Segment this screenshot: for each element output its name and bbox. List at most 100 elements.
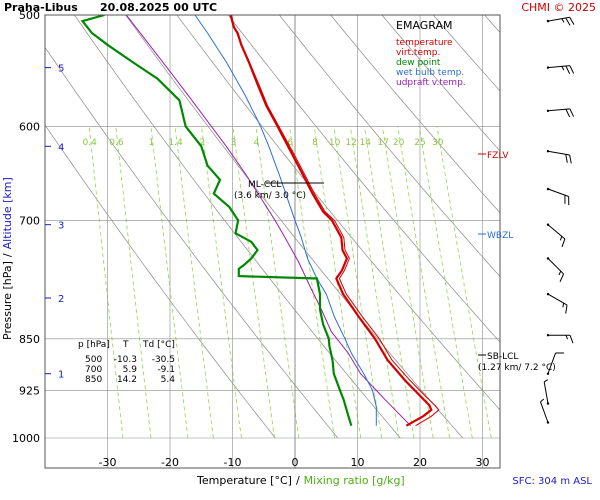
parcel-virtual-temperature-line <box>125 15 411 427</box>
wind-barb-flag <box>555 352 565 354</box>
wind-barb-flag <box>564 195 566 204</box>
mixing-ratio-line <box>174 126 214 439</box>
altitude-tick-label: 1 <box>58 370 64 381</box>
wind-barb-flag <box>559 273 565 282</box>
mixing-ratio-line <box>418 126 473 439</box>
wind-barb <box>546 108 575 118</box>
pressure-tick-label: 925 <box>19 384 40 397</box>
altitude-tick-label: 4 <box>58 142 64 153</box>
wind-barb-dot <box>546 402 550 405</box>
wind-barb <box>546 223 566 248</box>
wind-barb-dot <box>546 187 550 191</box>
table-header-td: Td [°C] <box>142 340 175 350</box>
wind-barb-flag <box>565 17 571 26</box>
altitude-tick-label: 3 <box>58 221 64 232</box>
wind-barb-flag <box>565 65 571 74</box>
wind-barb-flag <box>569 335 574 344</box>
pressure-tick-label: 500 <box>19 9 40 22</box>
mixing-ratio-label: 2 <box>199 138 205 148</box>
surface-height-note: SFC: 304 m ASL <box>512 476 592 487</box>
wind-barb <box>546 292 568 314</box>
mixing-ratio-label: 25 <box>414 138 425 148</box>
altitude-tick-label: 5 <box>58 64 64 75</box>
mixing-ratio-line <box>333 126 382 439</box>
wind-barb-staff <box>543 381 549 404</box>
mixing-ratio-line <box>313 126 362 439</box>
wind-barb-dot <box>546 109 550 113</box>
mixing-ratio-label: 30 <box>432 138 444 148</box>
dry-adiabat <box>227 15 500 343</box>
mixing-ratio-label: 3 <box>231 138 237 148</box>
pressure-tick-label: 600 <box>19 120 40 133</box>
table-cell: -10.3 <box>114 355 137 365</box>
dew-point-line <box>80 15 353 427</box>
wind-barb-dot <box>546 19 550 23</box>
x-axis-title: Temperature [°C] / Mixing ratio [g/kg] <box>196 474 405 487</box>
altitude-tick-label: 2 <box>58 294 64 305</box>
table-header-t: T <box>122 340 129 350</box>
table-header-p: p [hPa] <box>78 340 110 350</box>
wind-barb-flag <box>565 109 571 118</box>
fzlv-label: FZLV <box>487 151 509 161</box>
mixing-ratio-line <box>88 126 124 439</box>
wind-barb-half-flag <box>543 379 549 383</box>
wind-barb-staff <box>540 401 549 423</box>
legend-temperature: temperature <box>396 38 453 48</box>
mixing-ratio-label: 14 <box>359 138 371 148</box>
fzlv-annotation: FZLV <box>478 151 509 161</box>
wind-barb-dot <box>546 257 550 260</box>
mixing-ratio-line <box>349 126 400 439</box>
dry-adiabat <box>279 15 500 278</box>
mixing-ratio-label: 1.4 <box>168 138 183 148</box>
wind-barb-flag <box>569 17 575 25</box>
mixing-ratio-line <box>436 126 492 439</box>
temperature-tick-label: 30 <box>476 456 490 469</box>
temperature-tick-label: 0 <box>292 456 299 469</box>
table-cell: -9.1 <box>157 365 175 375</box>
dry-adiabat <box>74 15 401 439</box>
table-cell: 5.9 <box>123 365 138 375</box>
table-cell: 500 <box>85 355 102 365</box>
credit-label: CHMI © 2025 <box>521 1 596 14</box>
wind-barb-half-flag <box>559 236 563 241</box>
mixing-ratio-label: 12 <box>345 138 356 148</box>
wind-barb <box>540 398 550 424</box>
wind-barb-flag <box>561 238 566 248</box>
table-cell: 850 <box>85 375 102 385</box>
mixing-ratio-line <box>397 126 450 439</box>
wind-barb-flag <box>565 305 568 314</box>
table-cell: 5.4 <box>161 375 176 385</box>
mixing-ratio-line <box>115 126 152 439</box>
mixing-ratio-line <box>289 126 335 439</box>
pressure-tick-label: 850 <box>19 333 40 346</box>
legend-virtual-temperature: virt.temp. <box>396 48 440 58</box>
wind-barb-dot <box>546 149 550 153</box>
mixing-ratio-label: 10 <box>329 138 341 148</box>
y-axis-title: Pressure [hPa]/Altitude [km] <box>1 177 14 340</box>
wind-barb-flag <box>565 154 568 163</box>
legend-wet-bulb: wet bulb temp. <box>396 68 464 78</box>
pressure-ticks: 500 600 700 850 925 1000 <box>12 9 40 445</box>
temperature-tick-label: -30 <box>99 456 117 469</box>
mixing-ratio-line <box>201 126 242 439</box>
table-cell: 14.2 <box>117 375 137 385</box>
dry-adiabat <box>45 124 276 439</box>
pressure-tick-label: 1000 <box>12 432 40 445</box>
legend-dew-point: dew point <box>396 58 441 68</box>
mixing-ratio-line <box>232 126 275 439</box>
mixing-ratio-label: 6 <box>287 138 293 148</box>
ml-ccl-label: ML-CCL <box>248 180 281 190</box>
plot-frame <box>44 14 501 469</box>
pressure-tick-label: 700 <box>19 214 40 227</box>
mixing-ratio-line <box>255 126 300 439</box>
wind-barb <box>546 65 575 74</box>
background-lines <box>45 15 500 439</box>
temperature-tick-label: 10 <box>351 456 365 469</box>
wind-barb-flag <box>569 65 575 74</box>
sb-lcl-annotation: SB-LCL (1.27 km/ 7.2 °C) <box>478 352 556 373</box>
wind-barb-half-flag <box>561 66 565 71</box>
dry-adiabat <box>176 15 500 411</box>
wind-barb-dot <box>546 66 550 69</box>
mixing-ratio-line <box>364 126 415 439</box>
